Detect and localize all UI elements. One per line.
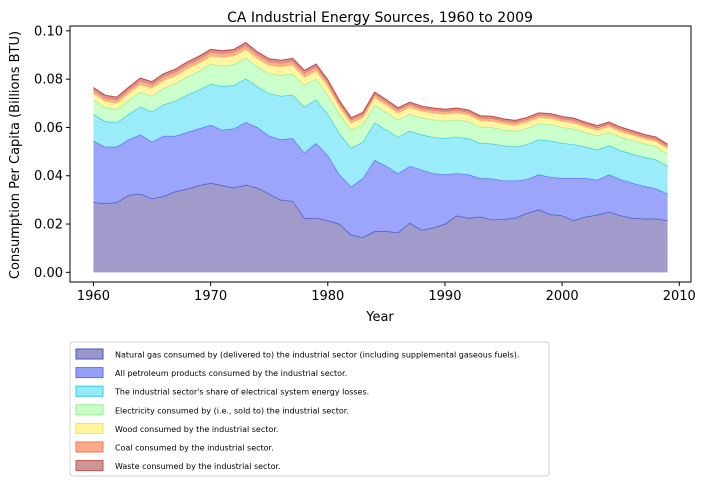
area-series-4 bbox=[93, 57, 668, 167]
y-tick-label: 0.10 bbox=[34, 24, 63, 39]
chart-title: CA Industrial Energy Sources, 1960 to 20… bbox=[227, 10, 533, 26]
series-line-7 bbox=[93, 41, 668, 145]
y-axis-label: Consumption Per Capita (Billions BTU) bbox=[8, 31, 23, 279]
legend-swatch bbox=[75, 348, 104, 360]
legend-label: The industrial sector's share of electri… bbox=[114, 388, 369, 397]
y-tick-label: 0.08 bbox=[34, 73, 63, 88]
legend-swatch bbox=[75, 367, 104, 379]
legend-label: Coal consumed by the industrial sector. bbox=[115, 444, 274, 453]
legend-label: All petroleum products consumed by the i… bbox=[115, 369, 347, 378]
legend: Natural gas consumed by (delivered to) t… bbox=[69, 341, 550, 477]
plot-frame bbox=[69, 25, 692, 283]
legend-label: Waste consumed by the industrial sector. bbox=[115, 462, 281, 471]
x-tick-label: 1980 bbox=[311, 289, 344, 304]
area-series-group bbox=[93, 41, 668, 273]
area-series-2 bbox=[93, 122, 668, 238]
x-tick-label: 1990 bbox=[428, 289, 461, 304]
legend-swatch bbox=[75, 460, 104, 472]
legend-swatch bbox=[75, 385, 104, 397]
area-series-1 bbox=[93, 182, 668, 273]
legend-swatch bbox=[75, 441, 104, 453]
x-axis: 1960 1970 1980 1990 2000 2010 bbox=[77, 282, 696, 304]
legend-frame bbox=[69, 341, 550, 477]
y-tick-label: 0.00 bbox=[34, 266, 63, 281]
x-tick-label: 1970 bbox=[194, 289, 227, 304]
y-tick-label: 0.02 bbox=[34, 218, 63, 233]
legend-swatch bbox=[75, 404, 104, 416]
area-series-3 bbox=[93, 78, 668, 194]
series-line-5 bbox=[93, 48, 668, 150]
area-series-6 bbox=[93, 45, 668, 149]
y-tick-label: 0.06 bbox=[34, 121, 63, 136]
legend-swatch bbox=[75, 422, 104, 434]
legend-label: Electricity consumed by (i.e., sold to) … bbox=[115, 406, 349, 415]
legend-label: Wood consumed by the industrial sector. bbox=[115, 425, 278, 434]
y-tick-label: 0.04 bbox=[34, 169, 63, 184]
x-axis-label: Year bbox=[365, 310, 394, 325]
x-tick-label: 2010 bbox=[663, 289, 696, 304]
y-axis: 0.00 0.02 0.04 0.06 0.08 0.10 bbox=[34, 24, 70, 281]
x-tick-label: 2000 bbox=[546, 289, 579, 304]
legend-label: Natural gas consumed by (delivered to) t… bbox=[115, 351, 519, 360]
x-tick-label: 1960 bbox=[77, 289, 110, 304]
